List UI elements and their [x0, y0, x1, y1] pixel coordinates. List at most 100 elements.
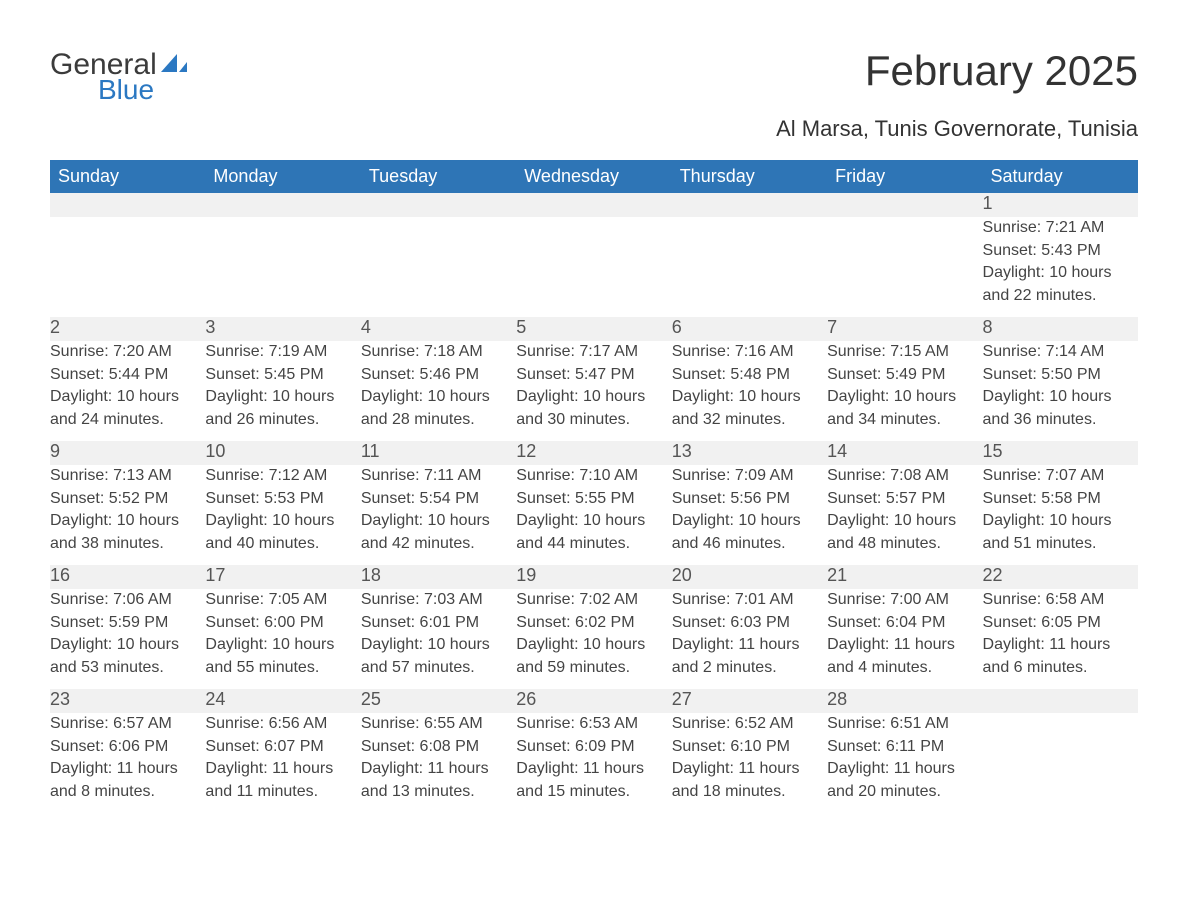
weekday-header: Thursday — [672, 160, 827, 193]
daylight-text: Daylight: 10 hours — [672, 510, 827, 532]
daylight-text: and 53 minutes. — [50, 657, 205, 679]
sunset-text: Sunset: 5:56 PM — [672, 488, 827, 510]
daylight-text: Daylight: 10 hours — [50, 510, 205, 532]
day-detail-cell: Sunrise: 6:52 AMSunset: 6:10 PMDaylight:… — [672, 713, 827, 813]
sunset-text: Sunset: 5:59 PM — [50, 612, 205, 634]
daylight-text: Daylight: 11 hours — [983, 634, 1138, 656]
calendar-table: Sunday Monday Tuesday Wednesday Thursday… — [50, 160, 1138, 813]
daylight-text: Daylight: 10 hours — [516, 510, 671, 532]
sunset-text: Sunset: 6:05 PM — [983, 612, 1138, 634]
daylight-text: and 40 minutes. — [205, 533, 360, 555]
sunrise-text: Sunrise: 6:51 AM — [827, 713, 982, 735]
sunset-text: Sunset: 5:57 PM — [827, 488, 982, 510]
day-detail-cell: Sunrise: 7:10 AMSunset: 5:55 PMDaylight:… — [516, 465, 671, 565]
daylight-text: Daylight: 10 hours — [983, 386, 1138, 408]
daylight-text: and 26 minutes. — [205, 409, 360, 431]
daylight-text: and 34 minutes. — [827, 409, 982, 431]
day-number-cell: 1 — [983, 193, 1138, 217]
day-number-cell: 17 — [205, 565, 360, 589]
day-number-cell — [50, 193, 205, 217]
daylight-text: and 6 minutes. — [983, 657, 1138, 679]
sunrise-text: Sunrise: 7:14 AM — [983, 341, 1138, 363]
day-detail-cell: Sunrise: 7:09 AMSunset: 5:56 PMDaylight:… — [672, 465, 827, 565]
daylight-text: Daylight: 10 hours — [516, 634, 671, 656]
weekday-header: Saturday — [983, 160, 1138, 193]
sunrise-text: Sunrise: 7:11 AM — [361, 465, 516, 487]
sunset-text: Sunset: 6:00 PM — [205, 612, 360, 634]
sunrise-text: Sunrise: 7:08 AM — [827, 465, 982, 487]
day-detail-cell: Sunrise: 6:56 AMSunset: 6:07 PMDaylight:… — [205, 713, 360, 813]
header-row: General Blue February 2025 — [50, 50, 1138, 104]
daylight-text: Daylight: 10 hours — [50, 634, 205, 656]
page: General Blue February 2025 Al Marsa, Tun… — [0, 0, 1188, 918]
daylight-text: and 13 minutes. — [361, 781, 516, 803]
day-detail-cell: Sunrise: 7:16 AMSunset: 5:48 PMDaylight:… — [672, 341, 827, 441]
daylight-text: Daylight: 10 hours — [827, 510, 982, 532]
day-detail-cell: Sunrise: 7:11 AMSunset: 5:54 PMDaylight:… — [361, 465, 516, 565]
daylight-text: Daylight: 11 hours — [672, 758, 827, 780]
day-detail-row: Sunrise: 7:06 AMSunset: 5:59 PMDaylight:… — [50, 589, 1138, 689]
day-number-cell: 9 — [50, 441, 205, 465]
weekday-header: Tuesday — [361, 160, 516, 193]
day-detail-cell: Sunrise: 7:20 AMSunset: 5:44 PMDaylight:… — [50, 341, 205, 441]
sunset-text: Sunset: 6:03 PM — [672, 612, 827, 634]
daylight-text: and 11 minutes. — [205, 781, 360, 803]
day-detail-cell: Sunrise: 7:02 AMSunset: 6:02 PMDaylight:… — [516, 589, 671, 689]
sunrise-text: Sunrise: 7:21 AM — [983, 217, 1138, 239]
day-number-cell: 16 — [50, 565, 205, 589]
day-detail-cell: Sunrise: 7:21 AMSunset: 5:43 PMDaylight:… — [983, 217, 1138, 317]
sunrise-text: Sunrise: 7:15 AM — [827, 341, 982, 363]
daylight-text: Daylight: 11 hours — [672, 634, 827, 656]
day-detail-cell — [983, 713, 1138, 813]
daylight-text: Daylight: 11 hours — [205, 758, 360, 780]
daylight-text: and 42 minutes. — [361, 533, 516, 555]
daylight-text: and 24 minutes. — [50, 409, 205, 431]
sunrise-text: Sunrise: 6:56 AM — [205, 713, 360, 735]
weekday-header: Wednesday — [516, 160, 671, 193]
sunrise-text: Sunrise: 7:00 AM — [827, 589, 982, 611]
daylight-text: Daylight: 10 hours — [983, 510, 1138, 532]
sunset-text: Sunset: 5:43 PM — [983, 240, 1138, 262]
sunset-text: Sunset: 5:44 PM — [50, 364, 205, 386]
sunrise-text: Sunrise: 7:17 AM — [516, 341, 671, 363]
daylight-text: Daylight: 10 hours — [516, 386, 671, 408]
daylight-text: and 46 minutes. — [672, 533, 827, 555]
sunrise-text: Sunrise: 7:05 AM — [205, 589, 360, 611]
daylight-text: Daylight: 10 hours — [205, 510, 360, 532]
day-number-cell: 11 — [361, 441, 516, 465]
daylight-text: Daylight: 10 hours — [205, 634, 360, 656]
daylight-text: Daylight: 11 hours — [50, 758, 205, 780]
sunrise-text: Sunrise: 6:55 AM — [361, 713, 516, 735]
daylight-text: and 22 minutes. — [983, 285, 1138, 307]
day-detail-cell — [361, 217, 516, 317]
sunset-text: Sunset: 6:06 PM — [50, 736, 205, 758]
sunset-text: Sunset: 5:46 PM — [361, 364, 516, 386]
page-title: February 2025 — [865, 50, 1138, 92]
day-number-cell: 23 — [50, 689, 205, 713]
logo-sail-icon — [159, 52, 189, 79]
day-number-cell: 14 — [827, 441, 982, 465]
sunset-text: Sunset: 6:08 PM — [361, 736, 516, 758]
sunset-text: Sunset: 5:52 PM — [50, 488, 205, 510]
daylight-text: and 48 minutes. — [827, 533, 982, 555]
day-number-cell: 15 — [983, 441, 1138, 465]
weekday-header: Sunday — [50, 160, 205, 193]
sunrise-text: Sunrise: 7:18 AM — [361, 341, 516, 363]
day-number-row: 1 — [50, 193, 1138, 217]
sunset-text: Sunset: 5:45 PM — [205, 364, 360, 386]
day-detail-cell — [50, 217, 205, 317]
day-number-cell — [205, 193, 360, 217]
day-number-cell: 20 — [672, 565, 827, 589]
daylight-text: and 8 minutes. — [50, 781, 205, 803]
daylight-text: Daylight: 10 hours — [672, 386, 827, 408]
day-number-cell — [983, 689, 1138, 713]
sunset-text: Sunset: 5:48 PM — [672, 364, 827, 386]
sunrise-text: Sunrise: 7:13 AM — [50, 465, 205, 487]
day-number-cell: 28 — [827, 689, 982, 713]
day-detail-cell: Sunrise: 7:00 AMSunset: 6:04 PMDaylight:… — [827, 589, 982, 689]
sunset-text: Sunset: 5:55 PM — [516, 488, 671, 510]
day-detail-cell: Sunrise: 7:18 AMSunset: 5:46 PMDaylight:… — [361, 341, 516, 441]
day-number-cell: 21 — [827, 565, 982, 589]
daylight-text: Daylight: 10 hours — [205, 386, 360, 408]
weekday-header: Friday — [827, 160, 982, 193]
